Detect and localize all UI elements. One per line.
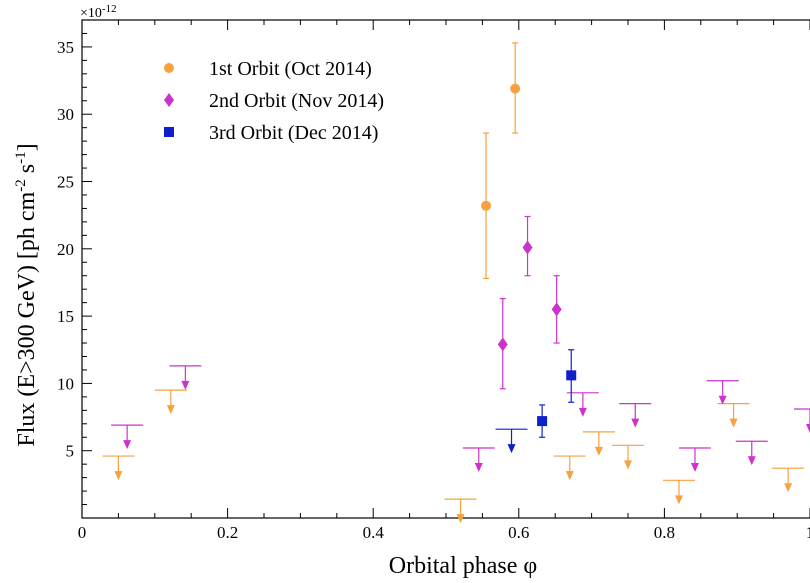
x-tick-label: 0.8 (654, 523, 675, 542)
svg-text:×10-12: ×10-12 (80, 3, 117, 21)
upper-limit-arrow (474, 463, 483, 473)
scale-exponent: -12 (102, 3, 117, 15)
series-3 (495, 349, 577, 454)
data-point (537, 416, 548, 427)
upper-limit-arrow (594, 446, 603, 456)
scale-base: ×10 (80, 6, 102, 21)
x-tick-label: 0.6 (508, 523, 529, 542)
upper-limit-arrow (718, 395, 727, 405)
x-tick-label: 0.4 (363, 523, 385, 542)
legend-label: 2nd Orbit (Nov 2014) (209, 90, 384, 112)
data-point (497, 337, 508, 352)
upper-limit-arrow (123, 440, 132, 450)
legend-label: 3rd Orbit (Dec 2014) (209, 122, 378, 144)
legend: 1st Orbit (Oct 2014) 2nd Orbit (Nov 2014)… (164, 58, 384, 144)
x-axis-title: Orbital phase φ (389, 553, 537, 579)
y-tick-label: 35 (57, 38, 74, 57)
y-axis-label: Flux (E>300 GeV) [ph cm-2 s-1] (13, 143, 40, 446)
upper-limit-arrow (565, 471, 574, 481)
data-point (481, 200, 492, 211)
upper-limit-arrow (181, 380, 190, 390)
x-tick-label: 1 (806, 523, 810, 542)
series-2 (111, 215, 810, 473)
upper-limit-arrow (166, 405, 175, 415)
y-tick-label: 30 (57, 105, 74, 124)
y-tick-label: 10 (57, 374, 74, 393)
y-tick-label: 15 (57, 307, 74, 326)
upper-limit-arrow (806, 423, 810, 433)
upper-limit-arrow (784, 483, 793, 493)
y-axis-title: Flux (E>300 GeV) [ph cm-2 s-1] (13, 143, 40, 446)
upper-limit-arrow (631, 418, 640, 428)
y-tick-label: 25 (57, 173, 74, 192)
x-tick-label: 0.2 (217, 523, 238, 542)
upper-limit-arrow (114, 471, 123, 481)
upper-limit-arrow (624, 460, 632, 470)
x-axis-label: Orbital phase φ (389, 553, 537, 579)
data-point (551, 302, 562, 317)
upper-limit-arrow (729, 418, 738, 428)
upper-limit-arrow (747, 456, 756, 466)
series-1 (102, 42, 805, 524)
data-point (522, 240, 533, 255)
y-scale-factor: ×10-12 (80, 3, 117, 21)
upper-limit-arrow (690, 463, 699, 473)
upper-limit-arrow (507, 444, 516, 454)
legend-marker (164, 127, 174, 137)
upper-limit-arrow (456, 514, 465, 524)
legend-marker (164, 63, 174, 73)
data-point (566, 370, 577, 381)
plot-frame (81, 19, 810, 519)
x-tick-label: 0 (78, 523, 87, 542)
data-point (510, 83, 521, 94)
y-tick-label: 20 (57, 240, 74, 259)
upper-limit-arrow (578, 407, 587, 417)
legend-marker (164, 93, 174, 107)
legend-label: 1st Orbit (Oct 2014) (209, 58, 372, 80)
upper-limit-arrow (674, 495, 683, 505)
y-tick-label: 5 (66, 442, 75, 461)
